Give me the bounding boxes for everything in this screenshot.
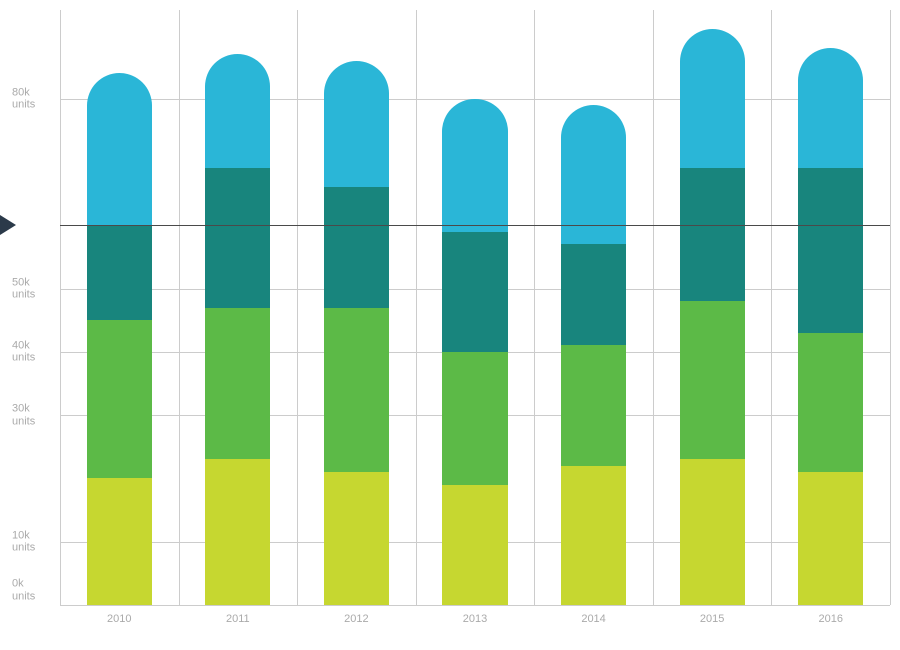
bar (442, 99, 507, 605)
gridline-h (60, 605, 890, 606)
gridline-v (771, 10, 772, 605)
bar-segment (442, 99, 507, 232)
x-axis-label: 2016 (818, 613, 842, 625)
bar-segment (561, 345, 626, 465)
bar (205, 54, 270, 605)
bar-segment (324, 187, 389, 307)
bar-segment (205, 459, 270, 605)
bar (798, 48, 863, 605)
bar-segment (442, 232, 507, 352)
bar-segment (442, 352, 507, 485)
bar (87, 73, 152, 605)
bar-segment (87, 478, 152, 605)
bar-segment (324, 308, 389, 473)
bar-segment (680, 301, 745, 459)
gridline-v (416, 10, 417, 605)
gridline-v (534, 10, 535, 605)
bar-segment (561, 105, 626, 244)
bar-segment (561, 244, 626, 345)
bar-segment (561, 466, 626, 605)
y-axis-label: 40kunits (12, 339, 56, 364)
bar-segment (680, 168, 745, 301)
bar (680, 29, 745, 605)
reference-arrow-icon (0, 215, 16, 235)
bar (561, 105, 626, 605)
bar-segment (680, 459, 745, 605)
bar-segment (87, 73, 152, 225)
gridline-v (60, 10, 61, 605)
y-axis-label: 30kunits (12, 402, 56, 427)
bar-segment (798, 48, 863, 168)
y-axis-label: 50kunits (12, 276, 56, 301)
bar-segment (324, 472, 389, 605)
bar-segment (87, 320, 152, 478)
bar (324, 61, 389, 605)
y-axis-label: 80kunits (12, 86, 56, 111)
bar-segment (798, 168, 863, 333)
bar-segment (680, 29, 745, 168)
gridline-v (297, 10, 298, 605)
x-axis-label: 2015 (700, 613, 724, 625)
bar-segment (87, 225, 152, 320)
x-axis-label: 2013 (463, 613, 487, 625)
gridline-v (179, 10, 180, 605)
gridline-v (890, 10, 891, 605)
bar-segment (205, 54, 270, 168)
x-axis-label: 2010 (107, 613, 131, 625)
x-axis-label: 2011 (226, 613, 250, 625)
y-axis-label: 0kunits (12, 578, 56, 603)
x-axis-label: 2012 (344, 613, 368, 625)
bar-segment (324, 61, 389, 188)
plot-area: 0kunits10kunits30kunits40kunits50kunits8… (60, 10, 890, 605)
bar-segment (798, 472, 863, 605)
gridline-v (653, 10, 654, 605)
bar-segment (205, 308, 270, 460)
bar-segment (798, 333, 863, 472)
bar-segment (442, 485, 507, 605)
y-axis-label: 10kunits (12, 529, 56, 554)
bar-segment (205, 168, 270, 307)
stacked-bar-chart: 0kunits 10kunits 30kunits 40kunits 50kunits 8… (0, 0, 900, 650)
x-axis-label: 2014 (581, 613, 605, 625)
